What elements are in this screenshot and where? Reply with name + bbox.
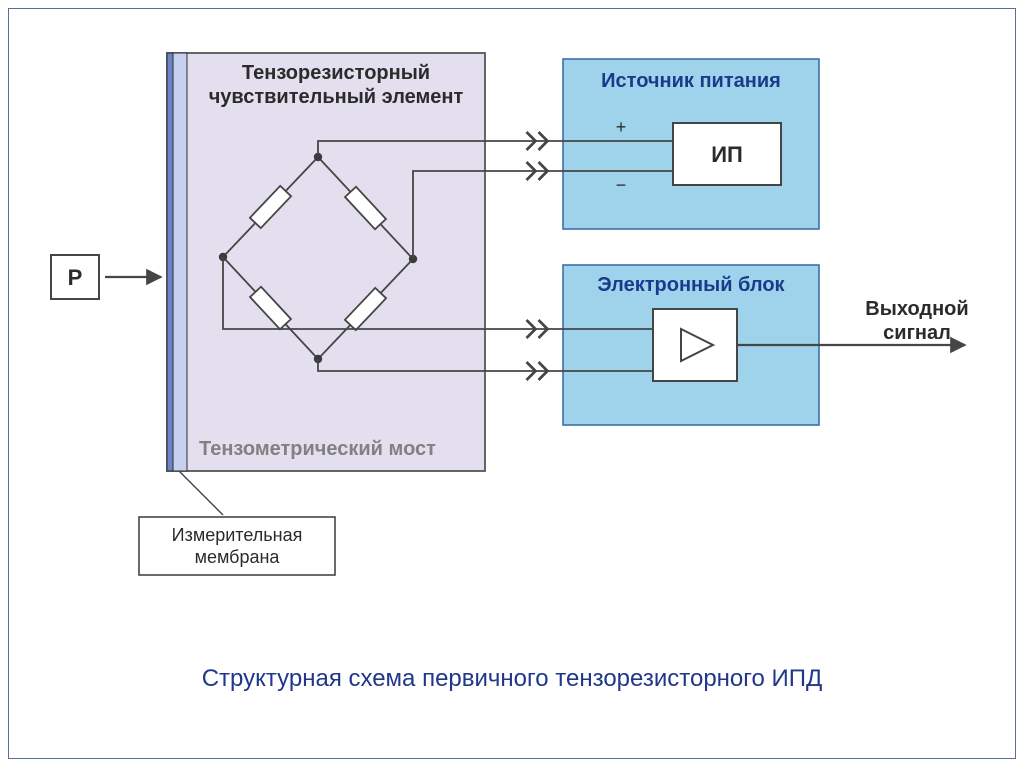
outer-frame: Тензорезисторныйчувствительный элемент Те… (8, 8, 1016, 759)
membrane-line1: Измерительная (172, 525, 303, 545)
plus-sign: + (616, 117, 627, 137)
sensor-title-1: Тензорезисторный (242, 62, 430, 84)
minus-sign: − (616, 175, 627, 195)
output-label-2: сигнал (883, 322, 951, 344)
amp-box (653, 309, 737, 381)
caption: Структурная схема первичного тензорезист… (9, 665, 1015, 693)
bridge-label: Тензометрический мост (199, 438, 436, 460)
output-label-1: Выходной (865, 298, 968, 320)
electronic-title: Электронный блок (597, 274, 785, 296)
ip-label: ИП (711, 142, 743, 167)
membrane-strip-light (173, 53, 187, 471)
membrane-line2: мембрана (195, 547, 281, 567)
p-label: P (68, 265, 83, 290)
diagram-svg: Тензорезисторныйчувствительный элемент Те… (9, 9, 1017, 629)
membrane-leader (179, 471, 223, 515)
membrane-strip-dark (167, 53, 173, 471)
sensor-title-2: чувствительный элемент (209, 86, 464, 108)
sensor-panel (167, 53, 485, 471)
power-title: Источник питания (601, 70, 781, 92)
